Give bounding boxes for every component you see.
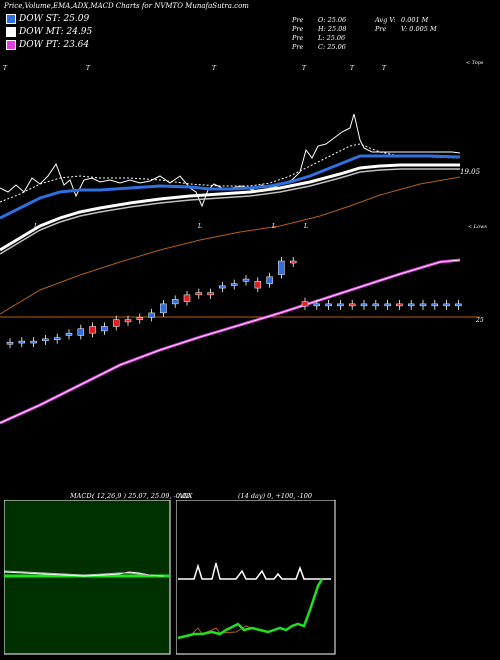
candle-body	[183, 294, 191, 302]
candle-body	[407, 303, 415, 307]
adx-line	[177, 625, 257, 639]
candle-body	[77, 328, 85, 336]
candle-body	[160, 303, 167, 314]
macd-values: ( 12,26,9 ) 25.07, 25.09, -0.02	[92, 492, 191, 500]
lows-marker: L	[197, 223, 202, 230]
chart-title: Price,Volume,EMA,ADX,MACD Charts for NVM…	[4, 2, 249, 10]
adx-minus-di-line	[177, 578, 324, 640]
candle-body	[242, 278, 250, 282]
stat-high: Pre H: 25.08	[292, 25, 347, 33]
legend-dow-mt-label: DOW MT: 24.95	[19, 27, 93, 37]
legend-swatch-magenta	[6, 40, 16, 50]
candle-body	[207, 292, 214, 296]
candle-body	[301, 301, 309, 307]
candle-body	[101, 326, 108, 332]
candle-body	[124, 319, 132, 323]
candle-body	[112, 319, 120, 327]
candle-body	[266, 276, 273, 284]
stat-low: Pre L: 25.06	[292, 34, 346, 42]
lows-marker: L	[303, 223, 308, 230]
tops-marker: T	[212, 65, 217, 72]
candle-body	[289, 260, 297, 264]
dow-pt-line	[0, 258, 461, 425]
legend-swatch-white	[6, 27, 16, 37]
candle-body	[195, 292, 203, 296]
lows-axis-label: < Lows	[468, 224, 487, 230]
macd-line	[4, 571, 165, 577]
tops-marker: T	[86, 65, 91, 72]
candle-body	[278, 260, 285, 275]
trend-line-brown	[0, 176, 461, 315]
candle-body	[18, 340, 26, 344]
candle-body	[171, 299, 179, 305]
ema-short-line	[0, 154, 461, 220]
candle-body	[337, 303, 344, 307]
candle-body	[455, 303, 462, 307]
tops-marker: T	[302, 65, 307, 72]
stat-avg-volume: Avg V: 0.001 M	[375, 16, 429, 24]
candle-body	[65, 332, 73, 336]
adx-values: (14 day) 0, +100, -100	[238, 492, 313, 500]
candle-body	[360, 303, 368, 307]
legend-dow-st: DOW ST: 25.09	[6, 14, 89, 24]
candle-body	[230, 283, 238, 286]
adx-label: ADX	[178, 492, 193, 500]
tops-marker: T	[3, 65, 8, 72]
legend-dow-pt: DOW PT: 23.64	[6, 40, 89, 50]
lows-marker: L	[33, 223, 38, 230]
macd-signal-line	[4, 570, 165, 577]
candle-body	[348, 303, 356, 307]
candle-body	[325, 303, 332, 307]
adx-plus-di-line	[178, 562, 331, 580]
legend-dow-st-label: DOW ST: 25.09	[19, 14, 90, 24]
ema-mid-line	[0, 163, 460, 252]
candle-body	[313, 303, 321, 307]
candle-body	[42, 338, 49, 342]
macd-label: MACD:	[70, 492, 94, 500]
candles-group	[6, 257, 462, 349]
dow-pt-line-highlight	[0, 259, 461, 424]
price-label-upper: 19.05	[460, 168, 481, 176]
legend-dow-pt-label: DOW PT: 23.64	[19, 40, 90, 50]
candle-body	[148, 312, 155, 318]
candle-body	[384, 303, 391, 307]
stat-close: Pre C: 25.06	[292, 43, 346, 51]
tops-axis-label: < Tops	[466, 60, 484, 66]
candle-body	[254, 281, 262, 289]
legend-dow-mt: DOW MT: 24.95	[6, 27, 92, 37]
candle-body	[372, 303, 380, 307]
candle-body	[443, 303, 450, 307]
candle-body	[419, 303, 427, 307]
candle-body	[89, 326, 96, 334]
candle-body	[6, 341, 14, 345]
dotted-ema-line	[0, 143, 461, 203]
adx-chart	[176, 500, 336, 655]
price-label-lower: 25	[475, 317, 484, 324]
ema-long-line	[0, 168, 460, 255]
candle-body	[53, 337, 61, 340]
candle-body	[431, 303, 439, 307]
candle-body	[396, 303, 403, 307]
tops-marker: T	[350, 65, 355, 72]
price-chart: T T T T T T L L L L < Tops < Lows 19.05 …	[0, 60, 487, 425]
stat-open: Pre O: 25.06	[292, 16, 347, 24]
candle-body	[30, 340, 37, 344]
candle-body	[136, 317, 144, 320]
stat-prev-volume: Pre V: 0.005 M	[375, 25, 437, 33]
tops-marker: T	[382, 65, 387, 72]
macd-chart	[4, 500, 171, 655]
candle-body	[219, 285, 226, 289]
legend-swatch-blue	[6, 14, 16, 24]
lows-marker: L	[271, 223, 276, 230]
